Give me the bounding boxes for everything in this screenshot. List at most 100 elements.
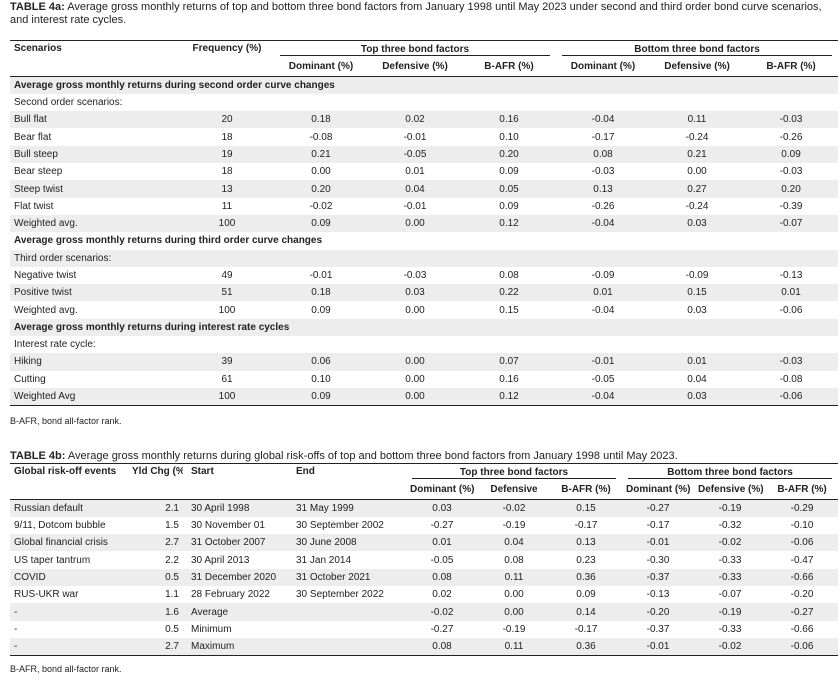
column-header: Defensive (%) — [368, 58, 462, 77]
cell — [288, 603, 406, 621]
section-sublabel: Third order scenarios: — [10, 249, 839, 267]
cell: -0.01 — [622, 637, 695, 657]
cell: -0.02 — [309, 200, 333, 212]
subheader-row: Dominant (%) Defensive B-AFR (%) Dominant (… — [10, 481, 839, 500]
cell: 39 — [180, 353, 274, 371]
cell: -0.27 — [622, 499, 695, 517]
cell: 0.01 — [744, 284, 839, 302]
data-row: 9/11, Dotcom bubble 1.5 30 November 01 30 S… — [10, 517, 838, 534]
cell: 31 December 2020 — [183, 568, 288, 587]
cell: 1.5 — [165, 520, 179, 532]
cell: 0.08 — [406, 568, 478, 587]
cell: 0.18 — [274, 284, 368, 302]
data-row: Bull steep 19 0.21 -0.05 0.20 0.08 0.21 0.09 — [10, 145, 839, 164]
cell — [288, 637, 406, 657]
section-heading-row: Average gross monthly returns during int… — [10, 318, 839, 337]
cell: 0.03 — [368, 284, 462, 302]
cell: -0.47 — [790, 554, 814, 566]
cell: 0.11 — [478, 637, 550, 657]
cell: -0.19 — [502, 520, 526, 532]
group-header: Top three bond factors — [280, 44, 551, 56]
table-body: Average gross monthly returns during sec… — [10, 76, 839, 407]
column-header: Defensive (%) — [650, 58, 745, 77]
cell: -0.03 — [779, 166, 803, 178]
cell: -0.01 — [556, 353, 651, 371]
cell: -0.04 — [556, 214, 651, 233]
cell: 0.13 — [550, 534, 623, 552]
column-header: Dominant (%) — [406, 481, 478, 500]
group-header-cell: Top three bond factors — [274, 40, 557, 59]
cell: -0.03 — [403, 270, 427, 281]
cell: 0.16 — [462, 111, 557, 129]
column-header: B-AFR (%) — [550, 481, 623, 500]
cell: -0.19 — [502, 623, 526, 635]
data-row: Steep twist 13 0.20 0.04 0.05 0.13 0.27 0.20 — [10, 180, 839, 198]
cell: -0.09 — [685, 270, 709, 281]
data-row: Bull flat 20 0.18 0.02 0.16 -0.04 0.11 -0.03 — [10, 111, 839, 129]
cell: 0.20 — [462, 145, 557, 164]
cell: Average — [183, 603, 288, 621]
data-row: COVID 0.5 31 December 2020 31 October 2021 0… — [10, 568, 839, 587]
cell: -0.33 — [718, 554, 742, 566]
cell: 30 November 01 — [191, 520, 265, 532]
cell: 0.08 — [504, 554, 524, 566]
row-label: Bear flat — [14, 131, 52, 143]
cell: 31 October 2021 — [288, 568, 406, 587]
row-label: Bear steep — [14, 166, 63, 178]
cell: -0.19 — [694, 603, 767, 621]
row-label: Hiking — [10, 353, 180, 371]
cell: -0.27 — [430, 520, 454, 532]
row-label: Negative twist — [14, 270, 77, 281]
cell: 61 — [221, 373, 233, 385]
cell: -0.20 — [790, 589, 814, 601]
cell: 49 — [221, 270, 233, 281]
cell: 0.00 — [504, 589, 524, 601]
row-label: Bull steep — [10, 145, 180, 164]
cell: 0.09 — [311, 304, 331, 316]
cell: 0.18 — [274, 111, 368, 129]
cell: 0.09 — [576, 589, 596, 601]
data-row: RUS-UKR war 1.1 28 February 2022 30 Septemb… — [10, 586, 838, 603]
cell: -0.29 — [766, 499, 839, 517]
cell: -0.04 — [556, 111, 651, 129]
column-header: Dominant (%) — [622, 481, 695, 500]
row-label: Russian default — [10, 499, 128, 517]
section-heading: Average gross monthly returns during thi… — [14, 235, 323, 247]
cell: 0.36 — [550, 568, 623, 587]
data-row: Negative twist 49 -0.01 -0.03 0.08 -0.09 -0.09… — [10, 267, 838, 284]
cell: 0.10 — [311, 373, 331, 385]
cell: -0.06 — [779, 304, 803, 316]
cell: -0.01 — [403, 131, 427, 143]
sublabel-row: Interest rate cycle: — [10, 336, 838, 353]
cell: 30 September 2022 — [296, 589, 384, 601]
cell: -0.03 — [744, 111, 839, 129]
data-row: Weighted avg. 100 0.09 0.00 0.12 -0.04 0.03 -0.… — [10, 214, 839, 233]
cell — [288, 621, 406, 638]
cell: -0.08 — [779, 373, 803, 385]
cell: 0.20 — [744, 180, 839, 198]
column-header: Dominant (%) — [556, 58, 651, 77]
cell: 0.01 — [405, 166, 425, 178]
table-label: TABLE 4b: — [10, 450, 66, 462]
cell: 0.03 — [687, 304, 707, 316]
data-row: Weighted Avg 100 0.09 0.00 0.12 -0.04 0.03 -0.0… — [10, 387, 839, 407]
cell: 0.09 — [744, 145, 839, 164]
cell: -0.02 — [694, 637, 767, 657]
cell: -0.13 — [779, 270, 803, 281]
data-row: Global financial crisis 2.7 31 October 200… — [10, 534, 839, 552]
group-header: Bottom three bond factors — [562, 44, 833, 56]
cell: 2.2 — [165, 554, 179, 566]
cell: 51 — [180, 284, 274, 302]
table-label: TABLE 4a: — [10, 1, 65, 13]
cell: 0.5 — [128, 568, 183, 587]
cell: -0.10 — [790, 520, 814, 532]
cell: -0.39 — [779, 200, 803, 212]
cell: -0.05 — [591, 373, 615, 385]
cell: 30 April 1998 — [183, 499, 288, 517]
cell: -0.04 — [591, 304, 615, 316]
cell: -0.03 — [744, 353, 839, 371]
cell: 28 February 2022 — [191, 589, 270, 601]
sublabel-row: Second order scenarios: — [10, 94, 838, 111]
cell: 0.12 — [462, 214, 557, 233]
cell: 31 October 2007 — [183, 534, 288, 552]
